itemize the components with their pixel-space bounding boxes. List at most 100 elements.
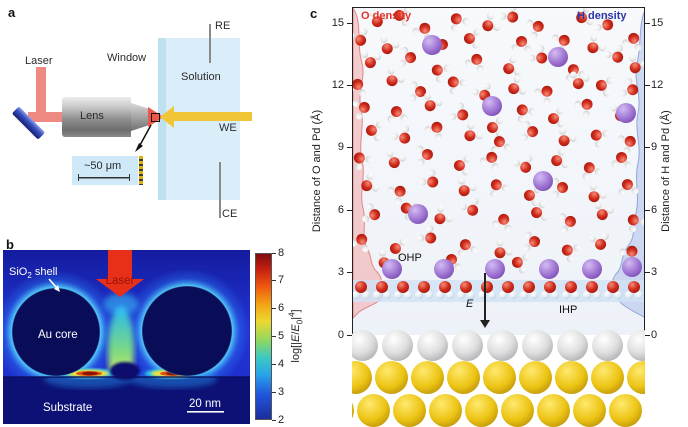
adsorbed-oxygen <box>481 281 493 293</box>
hydrogen-atom <box>527 106 537 117</box>
we-label: WE <box>219 122 237 134</box>
right-tick-label: 3 <box>651 266 658 279</box>
colorbar-tick-label: 7 <box>278 274 285 287</box>
inset-scale-label: ~50 μm <box>84 160 122 172</box>
o-density-label: O density <box>361 10 412 22</box>
hydrogen-atom <box>475 63 485 74</box>
substrate-line <box>3 376 250 378</box>
gold-atom <box>644 393 645 427</box>
colorbar-tick-label: 5 <box>278 330 285 342</box>
hydrogen-atom <box>442 63 452 74</box>
h-density-label: H density <box>577 10 627 22</box>
counter-electrode <box>219 162 221 218</box>
hydrogen-atom <box>524 45 532 53</box>
scale-bar-line <box>187 411 224 413</box>
adsorbed-oxygen <box>586 281 598 293</box>
adsorbed-oxygen <box>460 281 472 293</box>
right-tick-label: 9 <box>651 141 658 154</box>
hydrogen-atom <box>400 114 408 122</box>
left-tick <box>347 272 352 274</box>
metal-slab <box>352 320 645 427</box>
right-tick-label: 0 <box>651 328 658 341</box>
gold-atom <box>536 393 570 427</box>
oxygen-atom <box>422 230 438 246</box>
right-au-core-sphere <box>141 285 233 377</box>
gold-atom <box>518 360 552 394</box>
adsorbed-hydrogen <box>373 291 381 299</box>
hydrogen-atom <box>454 263 462 271</box>
oxygen-atom <box>492 244 508 260</box>
hydrogen-atom <box>581 109 592 120</box>
inset-pointer-arrow <box>135 124 152 152</box>
adsorbed-oxygen <box>607 281 619 293</box>
left-tick-label: 12 <box>331 78 344 91</box>
adsorbed-oxygen <box>439 281 451 293</box>
oxygen-atom <box>533 50 549 66</box>
adsorbed-oxygen <box>397 281 409 293</box>
left-tick-label: 9 <box>337 141 344 154</box>
md-snapshot-plot: O density H density OHP IHP E <box>352 7 645 335</box>
left-axis-title: Distance of O and Pd (Å) <box>311 109 323 233</box>
adsorbed-hydrogen <box>562 291 570 299</box>
gold-atom <box>392 393 426 427</box>
lens-label: Lens <box>80 110 104 122</box>
right-axis-title: Distance of H and Pd (Å) <box>660 110 672 232</box>
palladium-atom <box>556 329 588 361</box>
gold-atom <box>626 360 645 394</box>
gold-atom <box>352 393 354 427</box>
adsorbed-hydrogen <box>436 291 444 299</box>
reference-electrode <box>209 24 211 63</box>
ihp-label: IHP <box>559 304 578 316</box>
cation-sphere <box>539 259 559 279</box>
hydrogen-atom <box>496 117 503 124</box>
plasmonic-field-simulation: Laser SiO2 shell Au core Substrate 20 nm <box>3 250 250 424</box>
adsorbed-hydrogen <box>499 291 507 299</box>
adsorbed-oxygen <box>502 281 514 293</box>
laser-arrow-head <box>96 279 144 297</box>
cation-sphere <box>485 259 505 279</box>
objective-lens-tip <box>131 103 150 131</box>
hydrogen-atom <box>473 28 481 36</box>
palladium-atom <box>486 329 518 361</box>
re-label: RE <box>215 20 231 32</box>
adsorbed-hydrogen <box>509 291 517 299</box>
adsorbed-hydrogen <box>488 291 496 299</box>
adsorbed-oxygen <box>565 281 577 293</box>
oxygen-atom <box>556 132 572 148</box>
colorbar-tick-mark <box>272 252 276 254</box>
panel-a-label: a <box>8 5 16 20</box>
e-field-arrow-head <box>480 320 490 328</box>
oxygen-atom <box>504 9 520 25</box>
laser-label: Laser <box>106 275 135 287</box>
gold-atom <box>410 360 444 394</box>
left-tick <box>347 334 352 336</box>
inset-scale-bar <box>78 174 130 181</box>
hydrogen-atom <box>490 161 500 172</box>
ohp-label: OHP <box>398 252 422 264</box>
palladium-atom <box>521 329 553 361</box>
colorbar-tick-mark <box>272 419 276 421</box>
substrate-label: Substrate <box>43 402 92 414</box>
cation-sphere <box>533 171 553 191</box>
right-tick <box>645 84 650 87</box>
oxygen-atom <box>480 17 496 33</box>
adsorbed-hydrogen <box>457 291 465 299</box>
right-tick-label: 15 <box>651 16 664 29</box>
ce-label: CE <box>222 208 238 220</box>
adsorbed-hydrogen <box>604 291 612 299</box>
adsorbed-hydrogen <box>362 291 370 299</box>
oxygen-atom <box>396 130 412 146</box>
adsorbed-hydrogen <box>583 291 591 299</box>
right-tick-label: 6 <box>651 203 658 216</box>
gap-top-glow <box>104 293 138 315</box>
hydrogen-atom <box>433 132 444 142</box>
gold-atom <box>482 360 516 394</box>
e-field-arrow-line <box>484 273 486 322</box>
hydrogen-atom <box>503 143 512 152</box>
hydrogen-atom <box>503 223 513 233</box>
adsorbed-oxygen <box>355 281 367 293</box>
adsorbed-oxygen <box>544 281 556 293</box>
adsorbed-hydrogen <box>383 291 391 299</box>
left-hotspot-core <box>82 371 98 376</box>
